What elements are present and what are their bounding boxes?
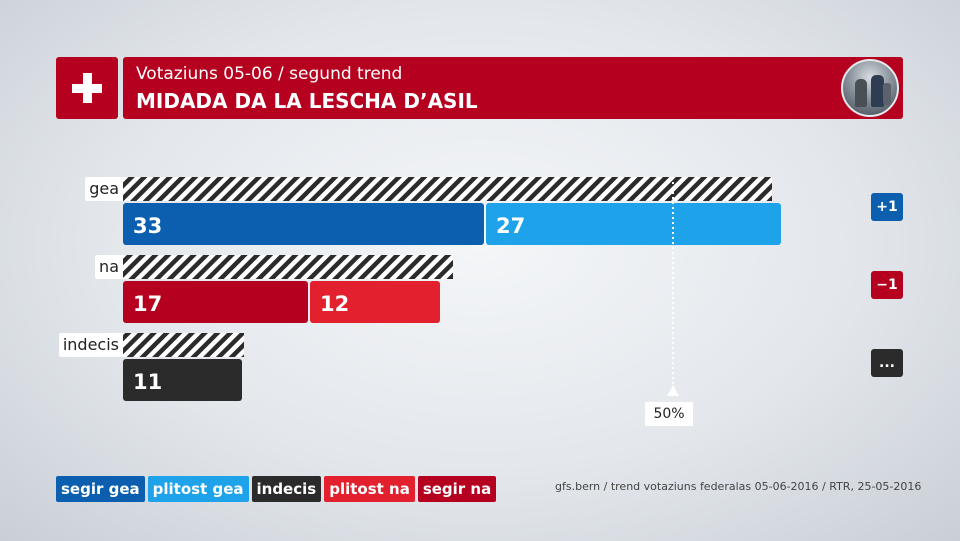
legend-item-segir-gea: segir gea bbox=[56, 476, 145, 502]
change-badge-gea: +1 bbox=[871, 193, 903, 221]
data-label-segir-na: 17 bbox=[133, 292, 162, 316]
data-label-plitost-gea: 27 bbox=[496, 214, 525, 238]
reference-line-label: 50% bbox=[645, 402, 693, 426]
data-label-plitost-na: 12 bbox=[320, 292, 349, 316]
trend-bar-gea bbox=[123, 177, 772, 201]
header-subtitle: Votaziuns 05-06 / segund trend bbox=[136, 64, 403, 84]
category-label-na: na bbox=[95, 255, 123, 279]
legend-item-indecis: indecis bbox=[251, 476, 322, 502]
flag-cross-vertical bbox=[83, 73, 92, 103]
bar-indecis bbox=[123, 359, 242, 401]
category-label-gea: gea bbox=[85, 177, 123, 201]
header-banner: Votaziuns 05-06 / segund trend MIDADA DA… bbox=[123, 57, 903, 119]
data-label-indecis: 11 bbox=[133, 370, 162, 394]
photo-person-1 bbox=[855, 79, 867, 107]
source-note: gfs.bern / trend votaziuns federalas 05-… bbox=[555, 480, 922, 493]
change-badge-na: −1 bbox=[871, 271, 903, 299]
category-label-indecis: indecis bbox=[58, 333, 123, 357]
swiss-flag-logo bbox=[56, 57, 118, 119]
legend: segir gea plitost gea indecis plitost na seg… bbox=[56, 476, 497, 502]
header-title: MIDADA DA LA LESCHA D’ASIL bbox=[136, 89, 478, 113]
change-badge-indecis: ... bbox=[871, 349, 903, 377]
trend-bar-na bbox=[123, 255, 453, 279]
data-label-segir-gea: 33 bbox=[133, 214, 162, 238]
reference-line-arrow bbox=[667, 385, 679, 396]
bar-plitost-gea bbox=[486, 203, 781, 245]
bar-segir-gea bbox=[123, 203, 484, 245]
bar-segir-na bbox=[123, 281, 308, 323]
topic-photo bbox=[841, 59, 899, 117]
legend-item-plitost-na: plitost na bbox=[324, 476, 415, 502]
photo-person-3 bbox=[883, 83, 891, 105]
legend-item-plitost-gea: plitost gea bbox=[147, 476, 249, 502]
trend-bar-indecis bbox=[123, 333, 244, 357]
photo-person-2 bbox=[871, 75, 884, 107]
legend-item-segir-na: segir na bbox=[417, 476, 497, 502]
bar-plitost-na bbox=[310, 281, 440, 323]
